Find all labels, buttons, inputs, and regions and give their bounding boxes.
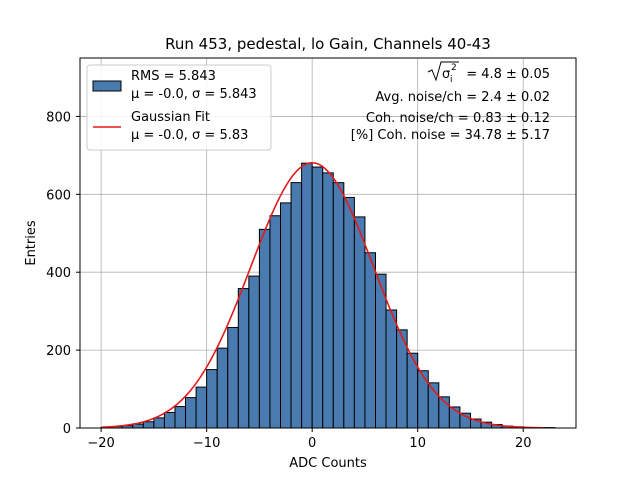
- y-tick-label: 400: [46, 266, 71, 281]
- stat-coh-noise: Coh. noise/ch = 0.83 ± 0.12: [366, 111, 550, 126]
- histogram-bar: [311, 166, 324, 429]
- legend-frame: [86, 64, 272, 151]
- histogram-bar: [153, 417, 165, 429]
- x-axis-ticks: −20 −10 0 10 20: [87, 428, 532, 451]
- stat-coh-noise-percent: [%] Coh. noise = 34.78 ± 5.17: [351, 128, 550, 143]
- histogram-bar: [301, 162, 313, 429]
- histogram-bar: [374, 273, 387, 429]
- legend-label-rms: RMS = 5.843: [131, 69, 216, 84]
- y-axis-ticks: 0 200 400 600 800: [46, 110, 80, 437]
- stat-sqrt-sigma: = 4.8 ± 0.05: [466, 67, 550, 82]
- histogram-bar: [163, 411, 176, 429]
- y-axis-label: Entries: [24, 220, 39, 266]
- legend-label-fit: Gaussian Fit: [131, 110, 210, 125]
- histogram-bar: [280, 202, 292, 429]
- histogram-bar: [174, 406, 187, 429]
- x-axis-label: ADC Counts: [289, 456, 367, 471]
- histogram-bar: [417, 370, 429, 429]
- y-tick-label: 600: [46, 188, 71, 203]
- legend-swatch-histogram: [92, 80, 122, 92]
- y-tick-label: 200: [46, 344, 71, 359]
- legend-label-rms-params: μ = -0.0, σ = 5.843: [131, 87, 257, 102]
- histogram-bar: [343, 196, 355, 429]
- stat-avg-noise: Avg. noise/ch = 2.4 ± 0.02: [375, 90, 550, 105]
- plot-frame: [79, 57, 577, 429]
- sigma-symbol: σ: [442, 67, 450, 82]
- histogram-bar: [195, 386, 208, 429]
- histogram-bar: [227, 327, 239, 429]
- sigma-subscript: i: [450, 75, 453, 85]
- histogram-bar: [142, 421, 155, 429]
- histogram-bar: [237, 288, 250, 429]
- histogram-bars: [100, 162, 556, 429]
- gaussian-fit-curve: [101, 161, 545, 429]
- histogram-bar: [353, 216, 366, 429]
- legend: RMS = 5.843 μ = -0.0, σ = 5.843 Gaussian…: [86, 64, 272, 151]
- histogram-bar: [385, 309, 398, 429]
- histogram-bar: [332, 182, 345, 429]
- histogram-bar: [258, 228, 271, 429]
- x-tick-label: 10: [409, 436, 426, 451]
- y-tick-label: 0: [63, 422, 71, 437]
- stats-annotations: σ i 2 = 4.8 ± 0.05 Avg. noise/ch = 2.4 ±…: [351, 61, 550, 143]
- x-tick-label: −10: [193, 436, 220, 451]
- histogram-bar: [269, 215, 282, 429]
- x-tick-label: 20: [515, 436, 532, 451]
- histogram-bar: [322, 172, 334, 429]
- x-tick-label: 0: [308, 436, 316, 451]
- sqrt-radical-symbol: [427, 61, 459, 82]
- chart-title: Run 453, pedestal, lo Gain, Channels 40-…: [165, 35, 491, 53]
- histogram-bar: [248, 275, 260, 429]
- histogram-bar: [185, 397, 197, 429]
- sigma-superscript: 2: [451, 63, 457, 73]
- histogram-bar: [206, 369, 218, 429]
- histogram-bar: [290, 182, 303, 429]
- histogram-bar: [364, 252, 376, 429]
- x-tick-label: −20: [87, 436, 114, 451]
- histogram-bar: [216, 347, 229, 429]
- y-tick-label: 800: [46, 110, 71, 125]
- legend-label-fit-params: μ = -0.0, σ = 5.83: [131, 128, 248, 143]
